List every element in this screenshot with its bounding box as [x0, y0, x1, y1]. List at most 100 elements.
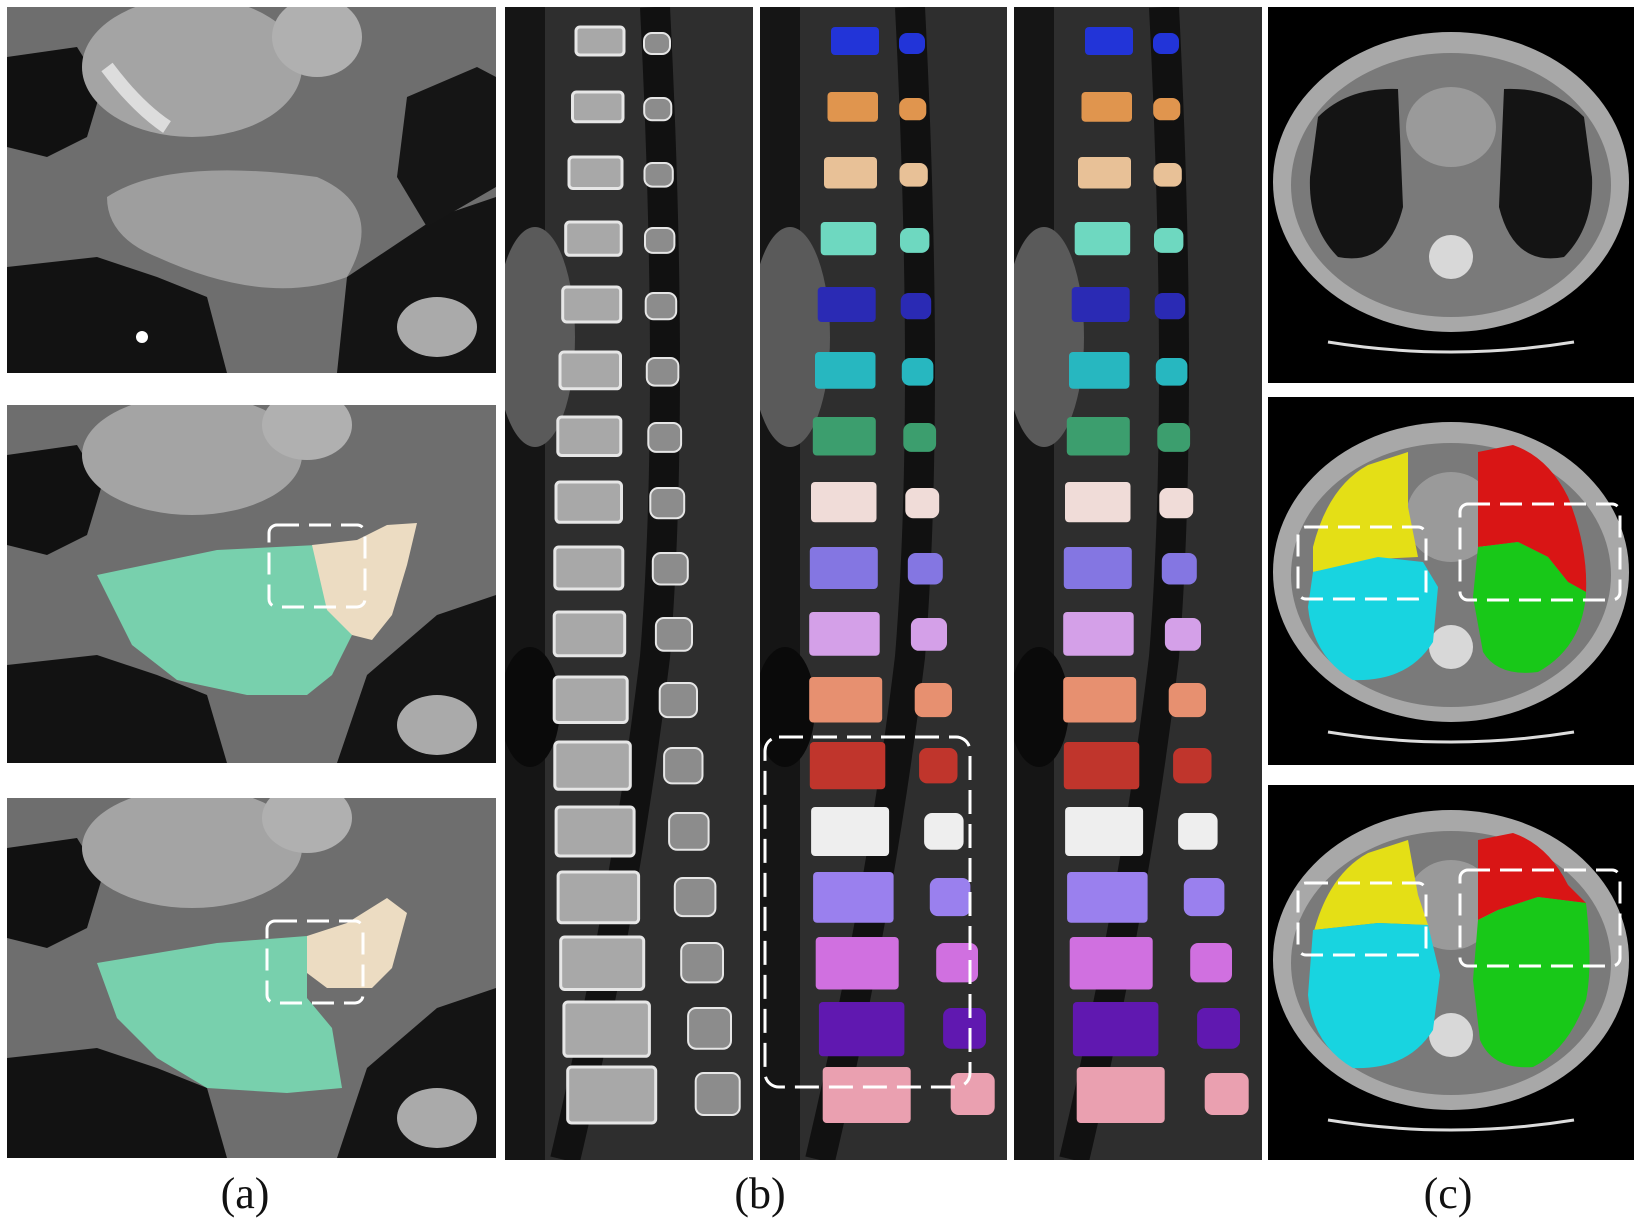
- panel-a-ct-image: [7, 7, 496, 373]
- vertebra-process: [1153, 163, 1182, 187]
- vertebra-process: [1190, 943, 1232, 983]
- vertebra-body: [1063, 677, 1137, 723]
- vertebra-process: [668, 812, 710, 851]
- vertebra-process: [643, 97, 673, 122]
- vertebra-body: [554, 480, 623, 524]
- vertebra-body: [558, 350, 622, 391]
- vertebra-body: [809, 547, 878, 589]
- vertebra-body: [1069, 937, 1153, 990]
- vertebra-process: [647, 422, 683, 453]
- vertebra-body: [812, 417, 876, 456]
- region-mint: [97, 545, 352, 695]
- vertebra-process: [1161, 553, 1197, 585]
- vertebra-body: [562, 1000, 651, 1058]
- vertebra-process: [929, 878, 971, 917]
- vertebra-body: [1067, 872, 1148, 923]
- vertebra-process: [900, 293, 932, 320]
- vertebra-body: [1076, 1067, 1165, 1123]
- vertebra-process: [644, 292, 678, 321]
- vertebra-process: [907, 553, 943, 585]
- panel-c-lung-segmentation-1: [1268, 397, 1634, 765]
- vertebra-process: [1154, 228, 1184, 253]
- vertebra-process: [694, 1072, 741, 1116]
- vertebra-body: [571, 90, 625, 124]
- vertebra-body: [827, 92, 878, 122]
- vertebra-process: [644, 227, 676, 254]
- vertebra-process: [936, 943, 978, 983]
- vertebra-process: [1159, 488, 1194, 519]
- vertebra-body: [567, 155, 624, 190]
- vertebra-process: [1183, 878, 1225, 917]
- vertebra-process: [680, 942, 724, 984]
- vertebra-process: [905, 488, 940, 519]
- vertebra-process: [654, 617, 693, 652]
- panel-a-segmentation-1: [7, 405, 496, 763]
- vertebra-process: [903, 423, 937, 452]
- vertebra-process: [910, 618, 947, 651]
- caption-c: (c): [1423, 1169, 1473, 1218]
- vertebra-process: [919, 748, 958, 784]
- vertebra-body: [822, 1067, 911, 1123]
- vertebra-process: [924, 813, 964, 850]
- vertebra-body: [813, 872, 894, 923]
- vertebra-body: [1069, 352, 1130, 389]
- panel-b-spine-segmentation-2: [1014, 7, 1262, 1160]
- vertebra-process: [900, 228, 930, 253]
- vertebra-body: [553, 740, 632, 791]
- vertebra-process: [1168, 683, 1206, 718]
- vertebra-body: [811, 807, 890, 856]
- vertebra-body: [1074, 222, 1131, 256]
- vertebra-body: [1063, 612, 1134, 656]
- vertebra-process: [1164, 618, 1201, 651]
- vertebra-body: [809, 677, 883, 723]
- vertebra-body: [1065, 482, 1131, 523]
- vertebra-body: [556, 870, 641, 925]
- vertebra-process: [1197, 1008, 1240, 1049]
- vertebra-body: [561, 285, 623, 324]
- vertebra-body: [820, 222, 877, 256]
- vertebra-body: [815, 352, 876, 389]
- vertebra-process: [1157, 423, 1191, 452]
- vertebra-body: [574, 25, 626, 57]
- vertebra-body: [824, 157, 877, 189]
- vertebra-process: [643, 162, 674, 188]
- vertebra-process: [649, 487, 686, 520]
- vertebra-process: [1204, 1073, 1249, 1115]
- panel-c-chest-ct: [1268, 7, 1634, 383]
- panel-b-spine-ct: [505, 7, 753, 1160]
- vertebra-body: [1063, 742, 1140, 790]
- panel-b-spine-segmentation-1: [760, 7, 1007, 1160]
- vertebra-body: [1066, 417, 1130, 456]
- caption-a: (a): [220, 1169, 270, 1218]
- vertebra-body: [809, 612, 880, 656]
- vertebra-body: [1078, 157, 1131, 189]
- vertebra-body: [566, 1065, 658, 1125]
- vertebra-process: [658, 682, 698, 719]
- vertebra-process: [1153, 98, 1181, 121]
- vertebra-process: [914, 683, 952, 718]
- vertebra-process: [645, 357, 680, 387]
- vertebra-process: [1178, 813, 1218, 850]
- panel-a-segmentation-2: [7, 798, 496, 1158]
- vertebra-process: [663, 747, 704, 785]
- vertebra-body: [1072, 1002, 1159, 1057]
- vertebra-body: [1081, 92, 1132, 122]
- vertebra-body: [811, 482, 877, 523]
- vertebra-process: [899, 163, 928, 187]
- vertebra-body: [815, 937, 899, 990]
- vertebra-body: [552, 675, 629, 724]
- vertebra-body: [831, 27, 879, 55]
- vertebra-body: [818, 1002, 905, 1057]
- vertebra-process: [943, 1008, 986, 1049]
- vertebra-body: [564, 220, 623, 257]
- vertebra-process: [899, 33, 925, 54]
- vertebra-process: [901, 358, 934, 386]
- caption-b: (b): [734, 1169, 786, 1218]
- panel-c-lung-segmentation-2: [1268, 785, 1634, 1160]
- vertebra-body: [817, 287, 876, 322]
- vertebra-process: [673, 877, 717, 918]
- vertebra-process: [950, 1073, 995, 1115]
- vertebra-process: [1173, 748, 1212, 784]
- vertebra-process: [899, 98, 927, 121]
- vertebra-process: [1153, 33, 1179, 54]
